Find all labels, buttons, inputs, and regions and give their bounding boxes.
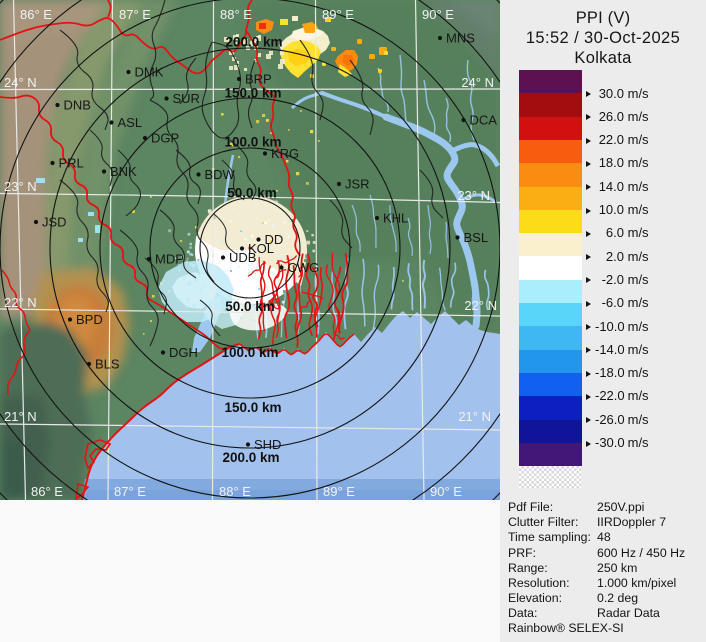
svg-text:200.0 km: 200.0 km xyxy=(222,450,279,465)
svg-text:86° E: 86° E xyxy=(31,484,63,499)
svg-text:DCA: DCA xyxy=(470,113,498,128)
svg-text:89° E: 89° E xyxy=(323,484,355,499)
svg-text:90° E: 90° E xyxy=(422,7,454,22)
svg-text:CWG: CWG xyxy=(288,260,320,275)
svg-text:100.0 km: 100.0 km xyxy=(221,345,278,360)
svg-text:88° E: 88° E xyxy=(220,7,252,22)
svg-text:BDW: BDW xyxy=(205,167,236,182)
svg-text:KHL: KHL xyxy=(383,211,408,226)
svg-text:100.0 km: 100.0 km xyxy=(224,135,281,150)
svg-text:50.0 km: 50.0 km xyxy=(225,299,275,314)
svg-text:JSR: JSR xyxy=(345,177,370,192)
svg-text:200.0 km: 200.0 km xyxy=(225,35,282,50)
svg-text:DNB: DNB xyxy=(64,98,91,113)
svg-text:24° N: 24° N xyxy=(461,75,494,90)
svg-text:87° E: 87° E xyxy=(119,7,151,22)
svg-text:89° E: 89° E xyxy=(322,7,354,22)
svg-text:BPD: BPD xyxy=(76,312,103,327)
svg-text:22° N: 22° N xyxy=(464,298,497,313)
svg-text:BRP: BRP xyxy=(245,72,272,87)
svg-text:24° N: 24° N xyxy=(4,75,37,90)
svg-text:86° E: 86° E xyxy=(20,7,52,22)
svg-text:KOL: KOL xyxy=(248,241,274,256)
svg-text:DMK: DMK xyxy=(135,65,164,80)
svg-text:21° N: 21° N xyxy=(458,409,491,424)
svg-text:87° E: 87° E xyxy=(114,484,146,499)
svg-text:BLS: BLS xyxy=(95,357,120,372)
svg-text:SHD: SHD xyxy=(254,437,281,452)
svg-text:BNK: BNK xyxy=(110,164,137,179)
svg-text:PRL: PRL xyxy=(59,156,84,171)
svg-text:UDB: UDB xyxy=(229,250,256,265)
svg-text:ASL: ASL xyxy=(118,115,143,130)
svg-text:90° E: 90° E xyxy=(430,484,462,499)
svg-text:88° E: 88° E xyxy=(219,484,251,499)
svg-text:50.0 km: 50.0 km xyxy=(227,186,277,201)
svg-text:MDP: MDP xyxy=(155,252,184,267)
svg-text:MNS: MNS xyxy=(446,31,475,46)
svg-text:22° N: 22° N xyxy=(4,295,37,310)
svg-text:150.0 km: 150.0 km xyxy=(224,400,281,415)
svg-text:DGH: DGH xyxy=(169,345,198,360)
svg-text:150.0 km: 150.0 km xyxy=(224,86,281,101)
svg-text:BSL: BSL xyxy=(464,230,489,245)
svg-text:23° N: 23° N xyxy=(4,179,37,194)
svg-text:JSD: JSD xyxy=(42,215,67,230)
svg-text:SUR: SUR xyxy=(173,91,200,106)
svg-text:DGP: DGP xyxy=(151,131,179,146)
svg-text:21° N: 21° N xyxy=(4,409,37,424)
svg-text:KRG: KRG xyxy=(271,146,299,161)
svg-text:DD: DD xyxy=(265,232,284,247)
svg-text:23° N: 23° N xyxy=(457,188,490,203)
